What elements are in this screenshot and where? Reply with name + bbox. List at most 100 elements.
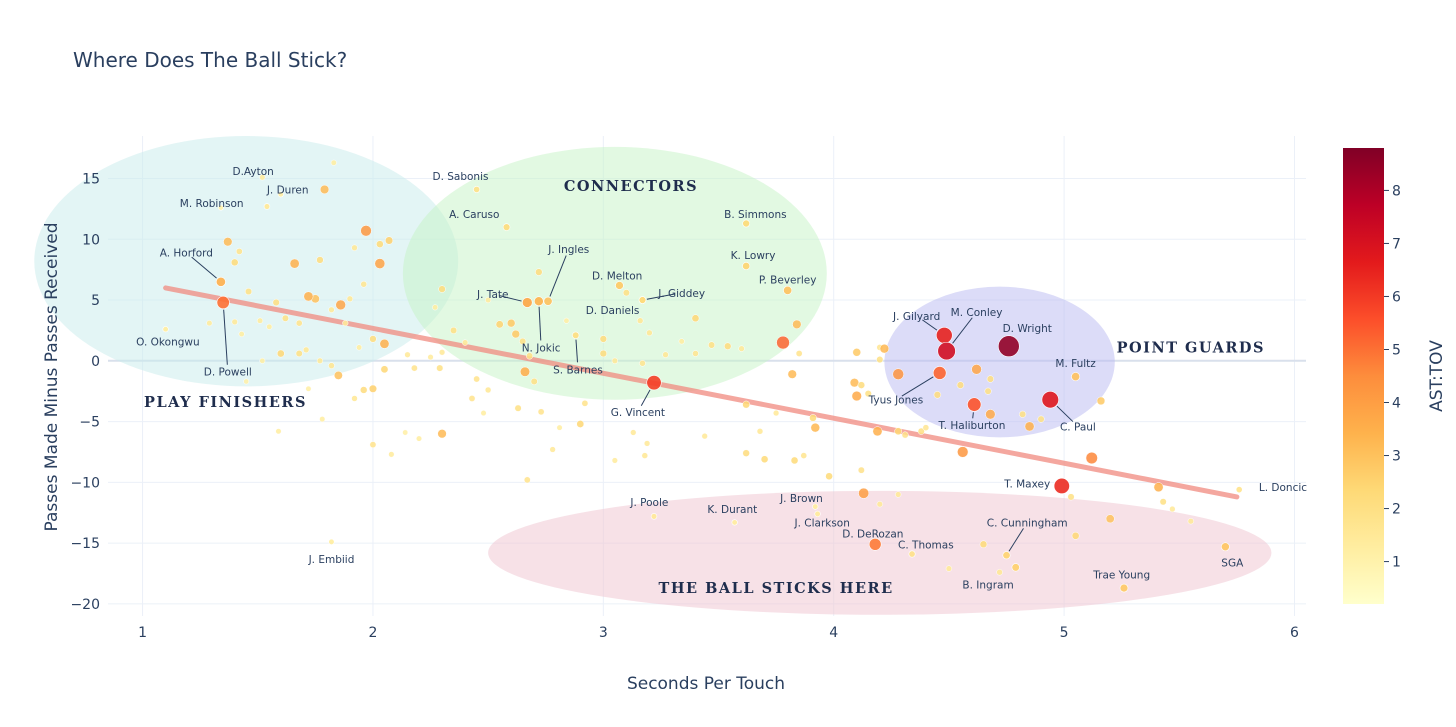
data-point[interactable] [416, 435, 423, 442]
data-point[interactable] [526, 352, 534, 360]
data-point[interactable] [795, 350, 803, 357]
data-point[interactable] [351, 244, 358, 252]
data-point[interactable] [563, 317, 570, 324]
data-point[interactable] [374, 258, 386, 269]
data-point[interactable] [369, 441, 377, 449]
labeled-data-point[interactable] [1041, 391, 1059, 409]
labeled-data-point[interactable] [967, 397, 982, 412]
data-point[interactable] [800, 452, 808, 459]
data-point[interactable] [630, 429, 637, 436]
data-point[interactable] [328, 362, 335, 369]
data-point[interactable] [857, 381, 866, 389]
data-point[interactable] [872, 426, 883, 437]
data-point[interactable] [438, 349, 446, 356]
data-point[interactable] [346, 295, 354, 303]
labeled-data-point[interactable] [1235, 486, 1243, 494]
data-point[interactable] [852, 348, 861, 357]
data-point[interactable] [691, 314, 700, 323]
data-point[interactable] [281, 314, 289, 322]
data-point[interactable] [319, 184, 330, 195]
data-point[interactable] [1159, 498, 1167, 506]
data-point[interactable] [864, 390, 872, 398]
data-point[interactable] [576, 420, 585, 428]
data-point[interactable] [1085, 451, 1098, 465]
data-point[interactable] [427, 354, 434, 361]
data-point[interactable] [809, 414, 817, 422]
labeled-data-point[interactable] [1011, 563, 1020, 572]
data-point[interactable] [849, 378, 860, 388]
data-point[interactable] [1153, 482, 1164, 493]
labeled-data-point[interactable] [1002, 551, 1011, 560]
data-point[interactable] [380, 365, 389, 374]
labeled-data-point[interactable] [263, 203, 271, 210]
data-point[interactable] [316, 357, 324, 364]
labeled-data-point[interactable] [998, 335, 1020, 358]
data-point[interactable] [787, 369, 797, 379]
data-point[interactable] [238, 331, 245, 338]
data-point[interactable] [901, 431, 909, 439]
data-point[interactable] [276, 349, 285, 358]
data-point[interactable] [368, 384, 377, 393]
data-point[interactable] [892, 368, 904, 380]
data-point[interactable] [776, 335, 790, 350]
labeled-data-point[interactable] [646, 375, 662, 391]
data-point[interactable] [379, 338, 390, 349]
data-point[interactable] [858, 487, 870, 499]
data-point[interactable] [957, 446, 969, 458]
data-point[interactable] [857, 466, 865, 474]
data-point[interactable] [235, 248, 243, 255]
labeled-data-point[interactable] [328, 538, 335, 545]
data-point[interactable] [879, 343, 890, 354]
data-point[interactable] [581, 399, 589, 407]
data-point[interactable] [259, 174, 266, 181]
data-point[interactable] [295, 349, 303, 358]
data-point[interactable] [876, 501, 883, 508]
data-point[interactable] [742, 449, 750, 457]
data-point[interactable] [450, 326, 458, 334]
data-point[interactable] [404, 351, 411, 358]
labeled-data-point[interactable] [908, 550, 916, 558]
labeled-data-point[interactable] [216, 295, 230, 310]
data-point[interactable] [243, 378, 250, 385]
labeled-data-point[interactable] [533, 296, 544, 307]
data-point[interactable] [851, 390, 862, 402]
data-point[interactable] [330, 159, 337, 166]
data-point[interactable] [266, 323, 273, 330]
data-point[interactable] [984, 387, 992, 395]
data-point[interactable] [810, 422, 820, 433]
data-point[interactable] [760, 455, 769, 464]
labeled-data-point[interactable] [868, 537, 882, 551]
data-point[interactable] [662, 351, 669, 358]
data-point[interactable] [535, 268, 543, 276]
data-point[interactable] [468, 395, 476, 402]
data-point[interactable] [223, 237, 233, 247]
data-point[interactable] [738, 345, 745, 352]
data-point[interactable] [388, 451, 395, 458]
labeled-data-point[interactable] [936, 326, 953, 344]
data-point[interactable] [256, 317, 264, 324]
data-point[interactable] [333, 370, 343, 380]
data-point[interactable] [519, 337, 527, 345]
data-point[interactable] [611, 457, 618, 464]
data-point[interactable] [756, 428, 764, 435]
data-point[interactable] [295, 319, 303, 327]
data-point[interactable] [432, 304, 439, 311]
data-point[interactable] [342, 320, 349, 327]
data-point[interactable] [360, 386, 368, 394]
labeled-data-point[interactable] [218, 204, 224, 211]
labeled-data-point[interactable] [543, 296, 553, 306]
data-point[interactable] [461, 339, 469, 346]
data-point[interactable] [351, 395, 358, 402]
data-point[interactable] [825, 472, 833, 481]
data-point[interactable] [639, 359, 646, 367]
data-point[interactable] [611, 357, 618, 364]
labeled-data-point[interactable] [783, 285, 793, 295]
data-point[interactable] [523, 476, 531, 484]
data-point[interactable] [641, 452, 649, 459]
labeled-data-point[interactable] [473, 185, 481, 193]
data-point[interactable] [206, 320, 213, 327]
data-point[interactable] [772, 409, 780, 417]
data-point[interactable] [1024, 421, 1035, 432]
data-point[interactable] [922, 424, 930, 431]
labeled-data-point[interactable] [1053, 477, 1070, 495]
